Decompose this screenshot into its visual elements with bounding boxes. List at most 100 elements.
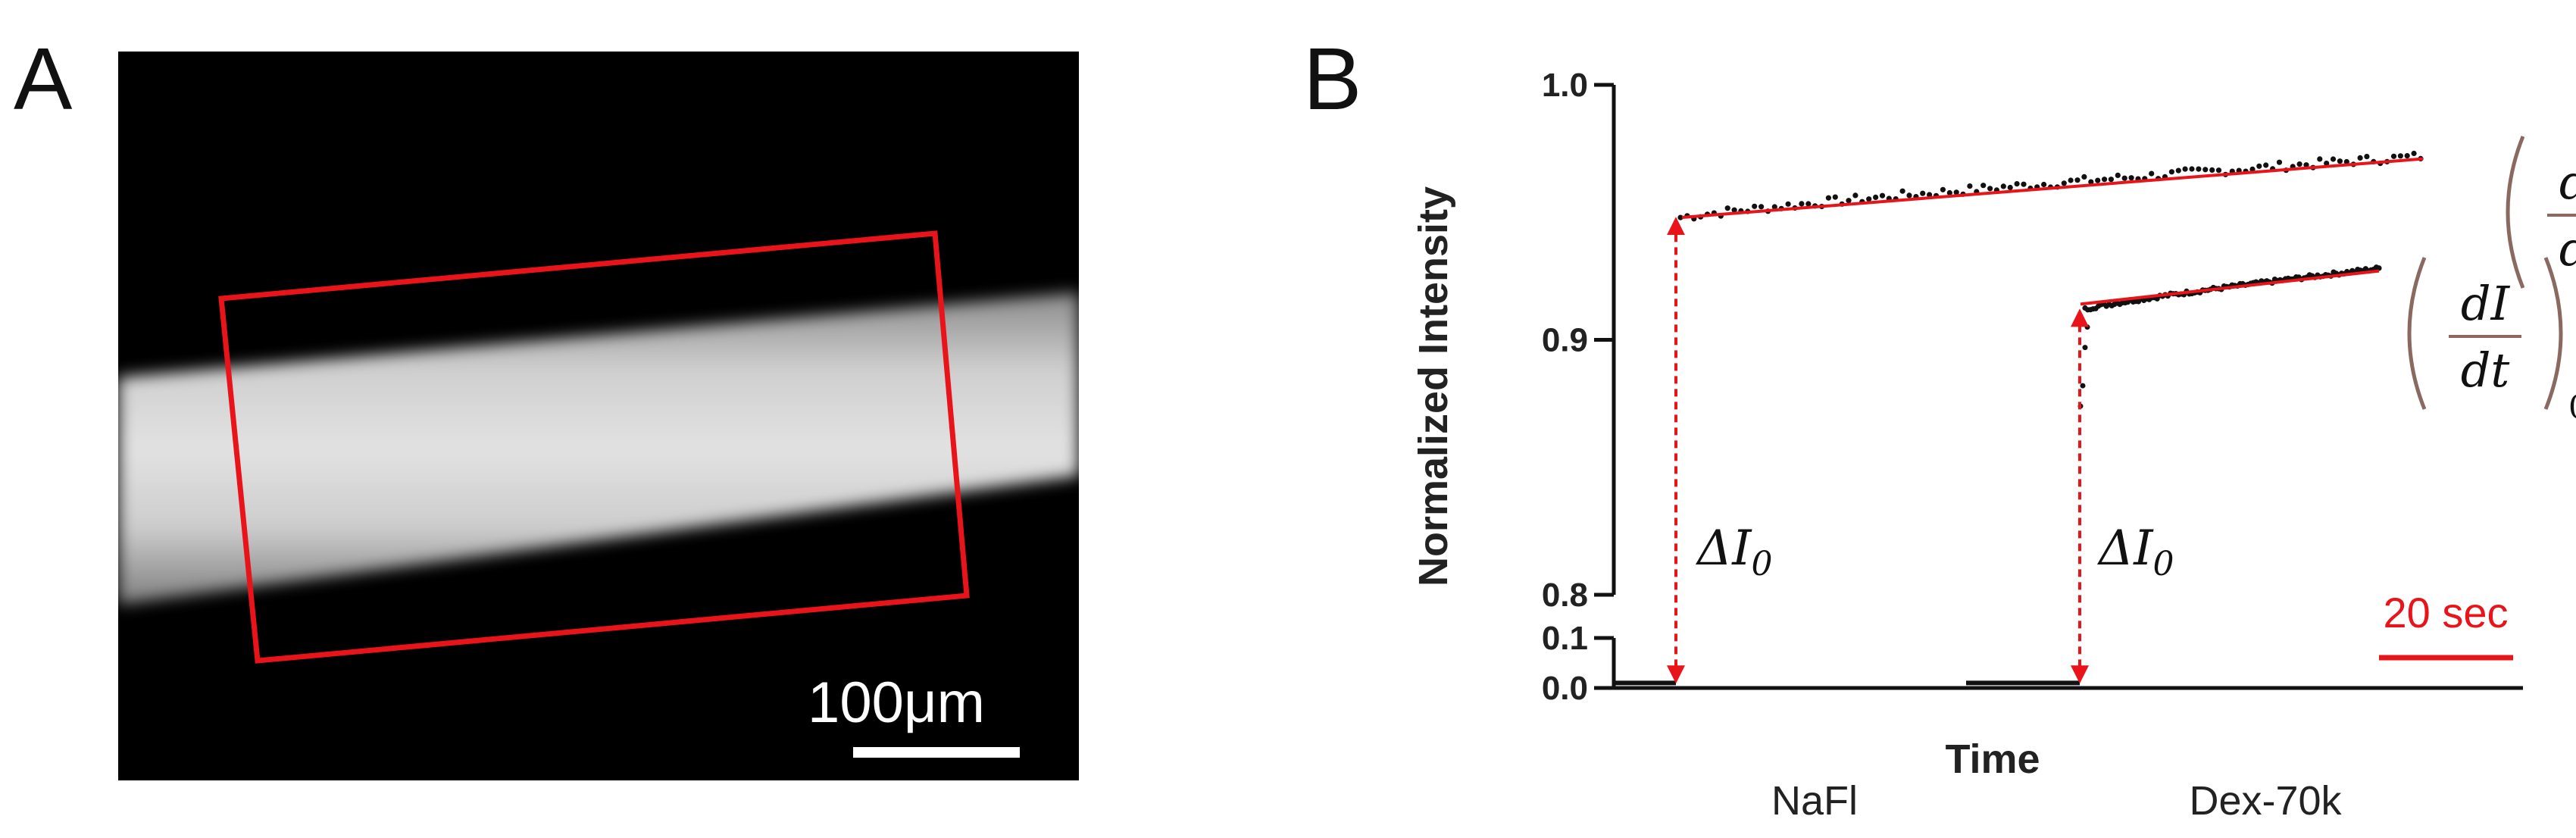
y-axis-title: Normalized Intensity [1411,186,1456,586]
scale-bar [853,747,1020,758]
data-point [2007,184,2013,191]
category-label: NaFl [1771,778,1858,824]
data-point [1866,196,1872,202]
data-point [2317,156,2323,162]
delta-i0-label: ΔI0 [1695,521,1773,583]
data-point [2182,166,2188,172]
data-point [1852,192,1859,199]
y-tick-label: 0.8 [1542,577,1588,614]
data-point [2411,150,2417,157]
data-point [1987,186,1993,192]
data-point [2175,167,2181,174]
data-point [1906,192,1912,199]
y-tick-label: 1.0 [1542,67,1588,104]
data-point [1946,189,1952,196]
panel-a-label: A [14,30,73,128]
left-paren [2506,136,2525,289]
linear-fit-line [1681,157,2424,219]
data-point [2074,177,2080,183]
data-point [2041,181,2047,188]
data-point [2168,169,2174,175]
data-point [1899,188,1905,194]
data-point [2303,162,2309,168]
vessel [118,292,1079,605]
x-axis-title: Time [1945,736,2040,782]
slope-numerator: dI [2461,276,2511,331]
y-tick-label: 0.0 [1542,670,1588,707]
data-point [1752,203,1758,209]
data-point [2088,179,2094,185]
data-point [2404,153,2410,159]
data-point [2081,174,2087,180]
data-point [1825,195,1831,201]
data-point [2337,158,2343,164]
data-point [1967,183,1973,189]
linear-fit-line [2080,269,2380,306]
data-point [2189,166,2195,172]
data-point [2357,155,2363,161]
roi-rectangle [218,230,970,664]
data-point [2082,345,2088,351]
data-point [2296,161,2302,167]
data-point [2068,177,2074,183]
data-point [1785,201,1791,207]
time-scale-label: 20 sec [2384,589,2509,636]
data-point [2021,181,2027,187]
data-point [1771,204,1777,210]
data-point [2061,180,2067,186]
data-point [2364,154,2370,160]
slope-denominator: dt [2461,342,2510,398]
data-point [1953,189,1959,195]
data-point [1846,198,1852,204]
slope-fraction-label: dI dt 0 [2407,257,2576,426]
data-point [2128,175,2134,181]
data-point [1731,207,1737,213]
data-point [1940,186,1946,192]
panel-b-label: B [1303,30,1362,128]
delta-i0-label: ΔI0 [2096,521,2174,583]
data-point [1758,204,1765,210]
data-point [2324,161,2330,167]
y-tick-label: 0.1 [1542,620,1588,657]
data-point [2108,177,2114,183]
data-point [2149,170,2155,177]
y-tick-label: 0.9 [1542,322,1588,359]
data-point [1873,194,1879,200]
data-point [1920,190,1926,196]
data-point [2276,159,2283,165]
slope-subscript: 0 [2568,389,2576,426]
data-point [1980,183,1987,189]
data-point [2084,324,2090,330]
scale-bar-label: 100μm [808,671,985,735]
data-point [2343,158,2349,165]
data-point [2115,172,2121,178]
data-point [1805,201,1812,207]
data-point [2121,175,2127,181]
data-point [1879,192,1886,199]
category-label: Dex-70k [2189,778,2342,824]
data-point [2249,166,2256,172]
slope-fraction-label: dIdt0 [2506,136,2576,289]
data-point [2080,383,2086,389]
data-point [2397,153,2403,159]
data-point [1832,194,1838,200]
right-paren [2543,257,2563,410]
data-point [1927,192,1933,198]
data-point [2095,177,2101,183]
data-point [2102,177,2108,183]
data-point [2390,153,2397,159]
data-point [2215,167,2222,174]
data-point [2330,156,2337,162]
data-point [2256,163,2262,169]
data-point [2376,265,2382,271]
data-point [2202,167,2209,173]
left-paren [2407,257,2427,410]
data-point [2209,167,2215,173]
slope-denominator: dt [2559,221,2576,277]
data-point [2014,181,2020,187]
data-point [1724,205,1730,211]
data-point [1799,201,1805,207]
data-point [2000,183,2006,189]
data-point [2196,166,2202,172]
data-point [2263,162,2269,168]
